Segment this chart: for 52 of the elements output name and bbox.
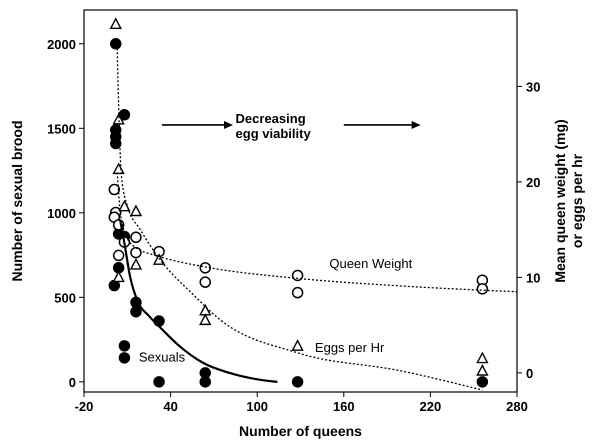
point (476, 283, 488, 295)
point (476, 352, 488, 364)
point (292, 340, 304, 351)
text: Queen Weight (329, 256, 413, 271)
point (199, 276, 211, 288)
point (476, 376, 488, 388)
point (118, 352, 130, 364)
annotation: Decreasing egg viability (236, 111, 312, 142)
series-label: Sexuals (138, 350, 186, 365)
point (112, 114, 124, 125)
point (130, 306, 142, 318)
y2-tick-label: 20 (526, 174, 540, 190)
x-tick-label: -20 (74, 399, 94, 414)
x-tick-label: 100 (246, 399, 268, 414)
y-tick-label: 1000 (47, 206, 76, 221)
point (199, 376, 211, 388)
point (108, 184, 120, 196)
x-axis-title: Number of queens (239, 423, 362, 439)
point (130, 205, 142, 216)
point (118, 200, 130, 212)
point (112, 262, 124, 274)
point (112, 250, 124, 262)
x-tick-label: 280 (506, 399, 528, 414)
series-label: Eggs per Hr (314, 340, 385, 355)
point (130, 258, 142, 270)
point (199, 262, 211, 274)
y2-tick-label: 0 (526, 366, 534, 381)
point (292, 286, 304, 298)
point (110, 18, 122, 30)
y-tick-label: 500 (54, 290, 76, 306)
point (108, 280, 120, 292)
point (130, 246, 142, 258)
y-tick-label: 2000 (47, 36, 76, 52)
y2-tick-label: 10 (526, 270, 540, 286)
point (118, 340, 130, 352)
x-tick-label: 160 (332, 399, 355, 414)
point (476, 364, 488, 376)
point (292, 376, 304, 388)
point (200, 314, 211, 326)
y-tick-label: 1500 (47, 121, 76, 136)
point (200, 304, 211, 316)
y2-tick-label: 30 (526, 79, 540, 94)
point (110, 38, 122, 50)
point (130, 232, 142, 244)
y-axis-title: Number of sexual brood (9, 120, 25, 282)
x-tick-label: 220 (420, 399, 442, 414)
point (292, 270, 304, 282)
y2-axis-title: Mean queen weight (mg) or eggs per hr (552, 119, 585, 283)
point (153, 376, 165, 388)
y-tick-label: 0 (68, 374, 76, 390)
x-tick-label: 40 (163, 399, 178, 414)
point (118, 109, 130, 121)
